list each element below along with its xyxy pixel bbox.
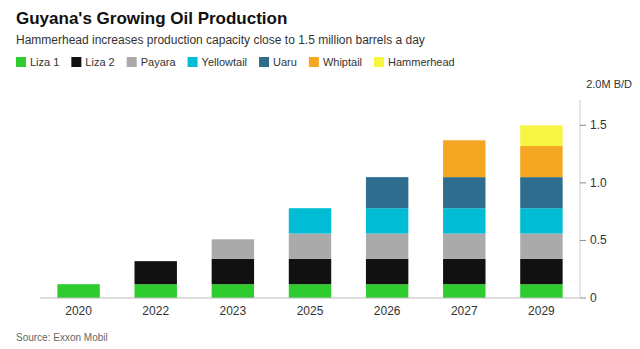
bar-segment: [135, 261, 177, 262]
bar-segment: [135, 261, 177, 262]
y-tick-label: 1.0: [590, 176, 607, 190]
bar-segment: [443, 259, 485, 284]
legend-swatch: [127, 57, 137, 67]
bar-segment: [366, 234, 408, 259]
bar-segment: [366, 177, 408, 178]
legend-swatch: [188, 57, 198, 67]
bar-segment: [443, 140, 485, 177]
legend-swatch: [16, 57, 26, 67]
bar-segment: [366, 259, 408, 284]
bar-segment: [443, 234, 485, 259]
bar-segment: [443, 208, 485, 233]
bar-segment: [443, 140, 485, 141]
bar-segment: [443, 284, 485, 298]
legend-swatch: [309, 57, 319, 67]
x-tick-label: 2029: [528, 304, 555, 318]
x-tick-label: 2027: [451, 304, 478, 318]
source: Source: Exxon Mobil: [16, 332, 108, 343]
bar-segment: [366, 284, 408, 298]
legend-swatch: [259, 57, 269, 67]
bar-segment: [212, 284, 254, 298]
bar-segment: [366, 177, 408, 208]
y-axis-line: [580, 100, 581, 298]
bar-segment: [57, 284, 99, 285]
y-tick: [580, 240, 586, 241]
bar-segment: [520, 146, 562, 177]
bar-segment: [57, 284, 99, 285]
bar-segment: [135, 261, 177, 284]
bar-segment: [520, 208, 562, 233]
y-tick: [580, 125, 586, 126]
bar-segment: [289, 234, 331, 259]
legend-label: Liza 2: [85, 56, 114, 68]
bar-segment: [289, 208, 331, 209]
bar-segment: [212, 239, 254, 240]
bar-segment: [520, 259, 562, 284]
title: Guyana's Growing Oil Production: [16, 9, 287, 28]
legend-label: Liza 1: [30, 56, 59, 68]
bars: [57, 125, 562, 298]
y-tick: [580, 298, 586, 299]
bar-segment: [57, 284, 99, 285]
bar-segment: [289, 208, 331, 233]
bar-segment: [520, 234, 562, 259]
bar-segment: [443, 177, 485, 208]
y-tick-label: 0: [590, 291, 597, 305]
bar-segment: [289, 259, 331, 284]
legend-swatch: [71, 57, 81, 67]
x-tick-label: 2022: [142, 304, 169, 318]
bar-segment: [135, 261, 177, 262]
y-tick: [580, 182, 586, 183]
y-axis-label: 2.0M B/D: [586, 78, 632, 90]
bar-segment: [289, 284, 331, 298]
bar-segment: [212, 259, 254, 284]
bar-segment: [520, 284, 562, 298]
x-tick-label: 2025: [297, 304, 324, 318]
bar-segment: [57, 284, 99, 285]
bar-segment: [57, 284, 99, 285]
bar-segment: [289, 208, 331, 209]
y-tick-label: 0.5: [590, 233, 607, 247]
bar-segment: [135, 284, 177, 298]
x-tick-label: 2023: [220, 304, 247, 318]
bar-segment: [366, 177, 408, 178]
y-tick-label: 1.5: [590, 118, 607, 132]
bar-segment: [212, 239, 254, 240]
legend-label: Payara: [141, 56, 177, 68]
bar-segment: [289, 208, 331, 209]
bar-segment: [212, 239, 254, 259]
bar-segment: [520, 125, 562, 146]
legend-swatch: [374, 57, 384, 67]
bar-segment: [212, 239, 254, 240]
bar-segment: [366, 208, 408, 233]
legend-label: Hammerhead: [388, 56, 455, 68]
bar-segment: [520, 177, 562, 208]
chart: Guyana's Growing Oil Production Hammerhea…: [0, 0, 640, 349]
x-tick-label: 2026: [374, 304, 401, 318]
legend-label: Yellowtail: [202, 56, 247, 68]
bar-segment: [135, 261, 177, 262]
legend-label: Uaru: [273, 56, 297, 68]
bar-segment: [57, 284, 99, 285]
legend: Liza 1 Liza 2 Payara Yellowtail Uaru Whiptail…: [16, 56, 455, 68]
x-tick-label: 2020: [65, 304, 92, 318]
bar-segment: [135, 261, 177, 262]
subtitle: Hammerhead increases production capacity…: [16, 33, 425, 47]
x-axis-line: [40, 298, 580, 299]
bar-segment: [212, 239, 254, 240]
legend-label: Whiptail: [323, 56, 362, 68]
bar-segment: [57, 284, 99, 298]
